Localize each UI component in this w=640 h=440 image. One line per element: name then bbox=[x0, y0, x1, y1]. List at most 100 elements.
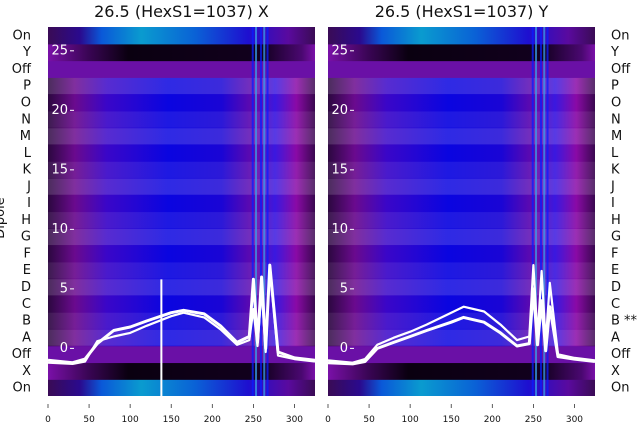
stripe-column bbox=[259, 27, 262, 396]
y-tick-label: 10 bbox=[331, 222, 348, 237]
heatmap-row bbox=[48, 345, 315, 364]
row-label: O bbox=[21, 95, 31, 110]
row-label: On bbox=[611, 28, 629, 43]
row-label: Off bbox=[12, 62, 32, 77]
stripe-column bbox=[266, 27, 269, 396]
row-label: X bbox=[611, 364, 620, 379]
heatmap-row bbox=[328, 295, 595, 313]
heatmap-row bbox=[48, 278, 315, 296]
x-tick-label: 250 bbox=[245, 415, 262, 425]
x-tick-label: 250 bbox=[525, 415, 542, 425]
heatmap-row bbox=[48, 177, 315, 196]
stripe-column bbox=[543, 27, 546, 396]
y-tick-label: 5 bbox=[60, 281, 68, 296]
heatmap-row bbox=[328, 312, 595, 330]
heatmap-row bbox=[328, 60, 595, 78]
stripe-column bbox=[535, 27, 538, 396]
x-tick-label: 200 bbox=[204, 415, 221, 425]
heatmap-row bbox=[328, 228, 595, 246]
row-label: E bbox=[23, 263, 31, 278]
row-label: N bbox=[611, 112, 621, 127]
heatmap-row bbox=[328, 110, 595, 129]
y-tick-label: 10 bbox=[51, 222, 68, 237]
row-label: P bbox=[23, 79, 31, 94]
heatmap-row bbox=[48, 194, 315, 213]
heatmap-row bbox=[328, 362, 595, 380]
y-tick-label: 0 bbox=[60, 341, 68, 356]
heatmap-row bbox=[48, 43, 315, 62]
stripe-column bbox=[539, 27, 542, 396]
heatmap-row bbox=[48, 379, 315, 396]
heatmap-row bbox=[48, 295, 315, 313]
row-label: K bbox=[22, 163, 31, 178]
row-label: On bbox=[13, 381, 31, 396]
x-tick-label: 300 bbox=[566, 415, 583, 425]
x-tick-label: 300 bbox=[286, 415, 303, 425]
x-tick-label: 150 bbox=[163, 415, 180, 425]
heatmap-row bbox=[48, 362, 315, 380]
heatmap-row bbox=[328, 345, 595, 364]
row-label: E bbox=[611, 263, 619, 278]
row-label: K bbox=[611, 163, 620, 178]
heatmap-row bbox=[48, 77, 315, 95]
x-tick-label: 100 bbox=[402, 415, 419, 425]
row-label: Off bbox=[12, 347, 32, 362]
row-label: P bbox=[611, 79, 619, 94]
heatmap-row bbox=[48, 110, 315, 129]
row-label: I bbox=[611, 196, 615, 211]
row-label: H bbox=[611, 213, 621, 228]
y-tick-label: 15 bbox=[331, 162, 348, 177]
x-tick-label: 200 bbox=[484, 415, 501, 425]
heatmap-row bbox=[328, 27, 595, 45]
heatmap-row bbox=[328, 211, 595, 229]
heatmap-row bbox=[328, 127, 595, 146]
row-label: Off bbox=[611, 62, 631, 77]
chart-title: 26.5 (HexS1=1037) X bbox=[94, 2, 269, 21]
heatmap-row bbox=[48, 27, 315, 45]
row-label: F bbox=[24, 246, 31, 261]
x-tick-label: 50 bbox=[83, 415, 95, 425]
y-axis-label: Dipole bbox=[0, 197, 8, 238]
heatmap-row bbox=[48, 60, 315, 78]
chart-title: 26.5 (HexS1=1037) Y bbox=[375, 2, 549, 21]
stripe-column bbox=[251, 27, 254, 396]
heatmap-row bbox=[328, 77, 595, 95]
heatmap-row bbox=[48, 245, 315, 263]
row-label: On bbox=[13, 28, 31, 43]
heatmap-row bbox=[48, 94, 315, 112]
heatmap-row bbox=[48, 144, 315, 162]
heatmap-row bbox=[48, 312, 315, 330]
series-line-2 bbox=[328, 287, 595, 366]
heatmap-row bbox=[328, 177, 595, 196]
stripe-column bbox=[531, 27, 534, 396]
row-label: D bbox=[611, 280, 621, 295]
row-label: J bbox=[610, 179, 615, 194]
x-tick-label: 0 bbox=[45, 415, 51, 425]
row-label: C bbox=[611, 297, 620, 312]
row-label: L bbox=[24, 146, 32, 161]
row-label: I bbox=[27, 196, 31, 211]
row-label: O bbox=[611, 95, 621, 110]
x-tick-label: 50 bbox=[363, 415, 375, 425]
row-label: F bbox=[611, 246, 618, 261]
heatmap-row bbox=[328, 261, 595, 280]
row-label: Off bbox=[611, 347, 631, 362]
stripe-column bbox=[255, 27, 258, 396]
y-tick-label: 15 bbox=[51, 162, 68, 177]
heatmap-row bbox=[48, 261, 315, 280]
row-label: On bbox=[611, 381, 629, 396]
heatmap-row bbox=[328, 194, 595, 213]
heatmap-row bbox=[328, 379, 595, 396]
row-label: M bbox=[611, 129, 622, 144]
heatmap-row bbox=[328, 94, 595, 112]
y-tick-label: 20 bbox=[51, 103, 68, 118]
stripe-column bbox=[546, 27, 549, 396]
row-label: Y bbox=[22, 45, 31, 60]
heatmap-row bbox=[328, 43, 595, 62]
heatmap-row bbox=[328, 278, 595, 296]
y-tick-label: 25 bbox=[51, 43, 68, 58]
row-label: J bbox=[26, 179, 31, 194]
